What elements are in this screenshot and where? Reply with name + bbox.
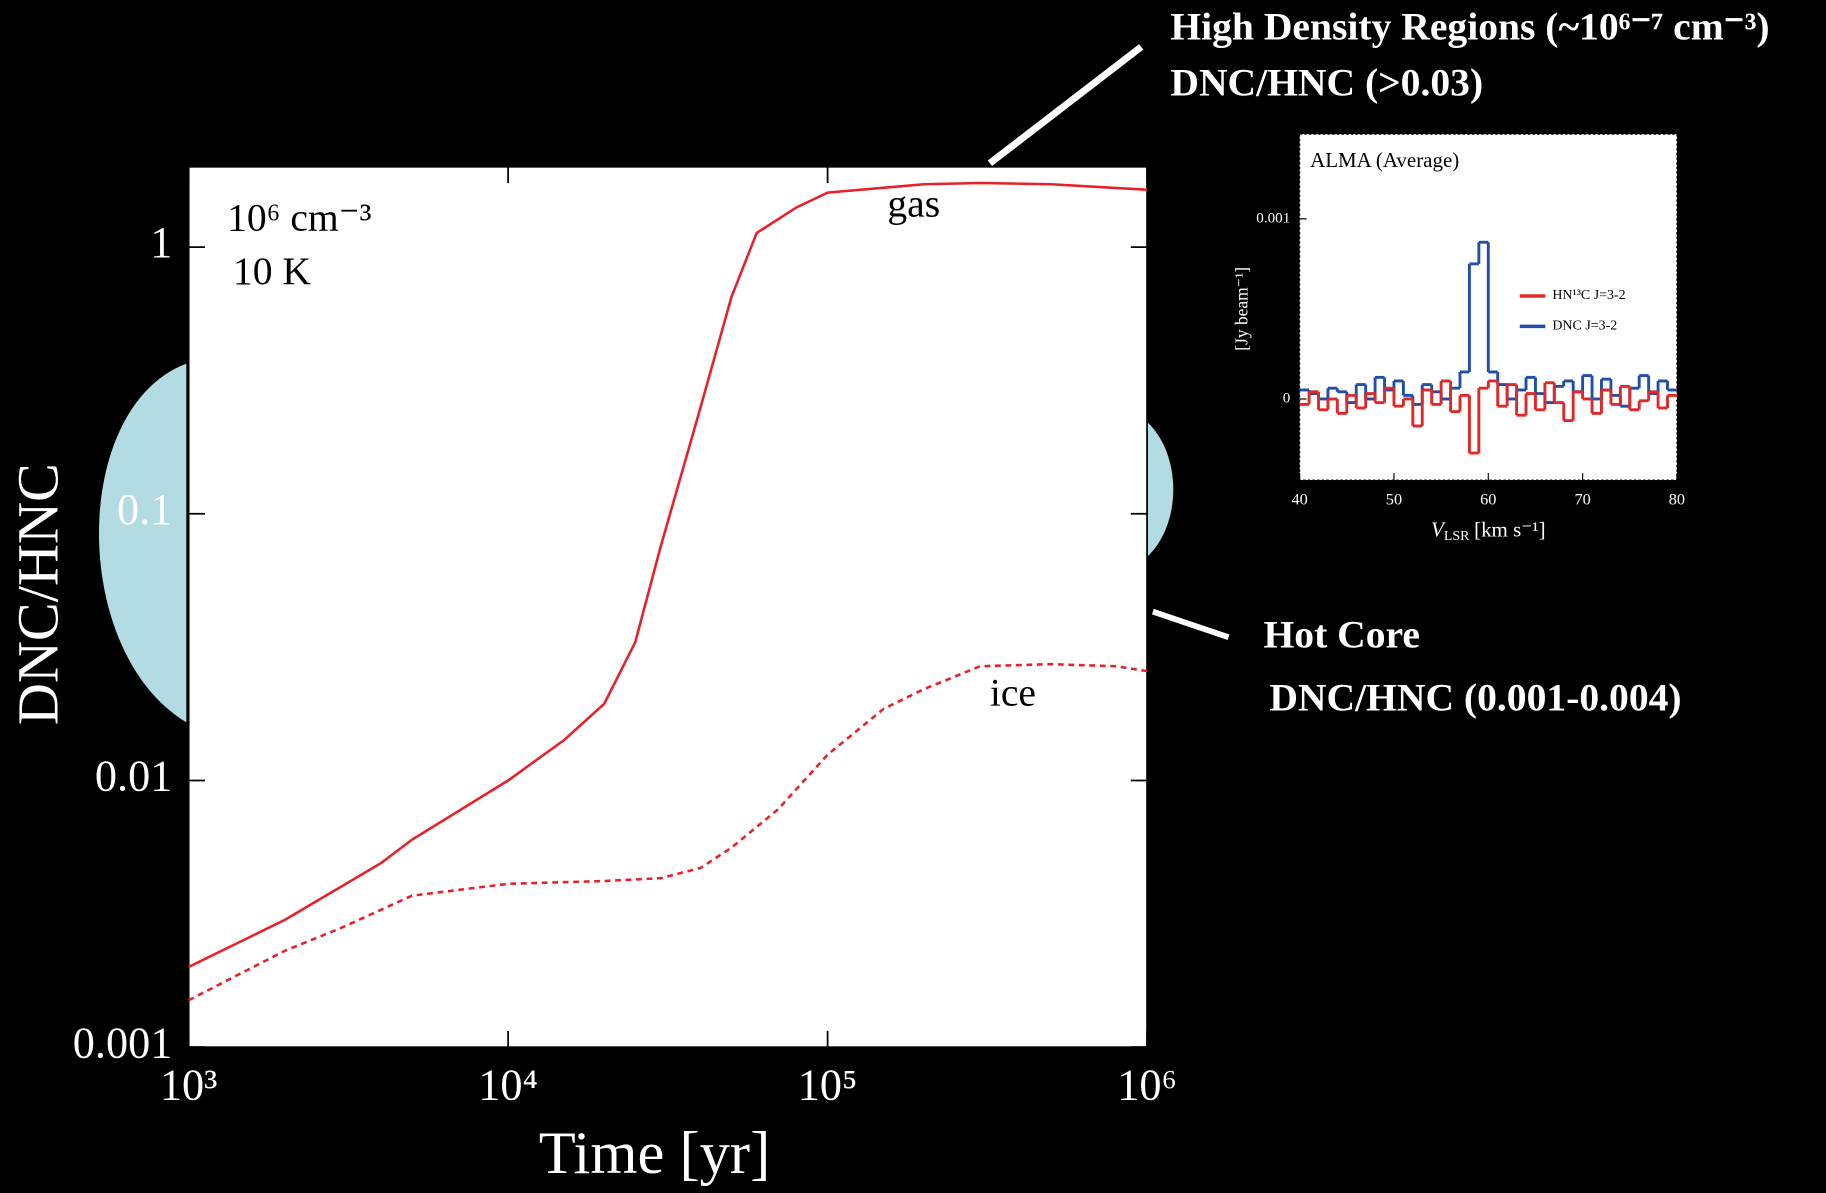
x-axis-label-unit: [km s⁻¹] — [1474, 517, 1545, 541]
series-label: ice — [990, 671, 1036, 715]
x-tick-label: 10⁶ — [1117, 1060, 1177, 1109]
annotation: 10⁶ cm⁻³ — [227, 196, 372, 240]
callout-ratio: DNC/HNC (0.001-0.004) — [1269, 675, 1681, 719]
series-label: gas — [887, 182, 940, 226]
y-tick-label: 0.001 — [73, 1018, 173, 1067]
y-axis-label: DNC/HNC — [6, 463, 71, 725]
series-line — [188, 662, 1148, 1002]
callout-line — [1151, 608, 1230, 641]
x-axis-label: VLSR [km s⁻¹] — [1431, 517, 1546, 544]
series-line — [188, 181, 1148, 969]
x-tick-label: 10⁴ — [478, 1060, 538, 1109]
legend-label: DNC J=3-2 — [1552, 319, 1617, 334]
y-tick-label: 0.01 — [95, 752, 172, 801]
y-tick-label: 0 — [1283, 390, 1291, 406]
x-tick-label: 10⁵ — [798, 1060, 858, 1109]
y-tick-label: 1 — [150, 218, 172, 267]
decoration — [1147, 421, 1174, 557]
x-tick-label: 10³ — [160, 1060, 218, 1109]
plot-area — [187, 165, 1148, 1049]
x-tick-label: 40 — [1291, 490, 1307, 509]
callout-line — [987, 44, 1144, 167]
x-tick-label: 70 — [1574, 490, 1590, 509]
x-axis-label-subscript: LSR — [1444, 529, 1470, 544]
decoration — [98, 363, 187, 723]
callout-ratio: DNC/HNC (>0.03) — [1170, 61, 1483, 105]
x-tick-label: 60 — [1480, 490, 1496, 509]
y-axis-label: [Jy beam⁻¹] — [1232, 267, 1252, 351]
y-tick-label: 0.001 — [1256, 210, 1290, 226]
callout-title: High Density Regions (~10⁶⁻⁷ cm⁻³) — [1170, 5, 1769, 49]
y-tick-label: 0.1 — [117, 485, 172, 534]
legend-label: HN¹³C J=3-2 — [1552, 288, 1625, 303]
annotation: 10 K — [233, 249, 311, 293]
chart-title: ALMA (Average) — [1310, 148, 1459, 172]
x-tick-label: 50 — [1386, 490, 1402, 509]
x-axis-label-symbol: V — [1431, 517, 1446, 541]
x-axis-label: Time [yr] — [539, 1120, 771, 1187]
callout-title: Hot Core — [1264, 613, 1420, 657]
x-tick-label: 80 — [1669, 490, 1685, 509]
